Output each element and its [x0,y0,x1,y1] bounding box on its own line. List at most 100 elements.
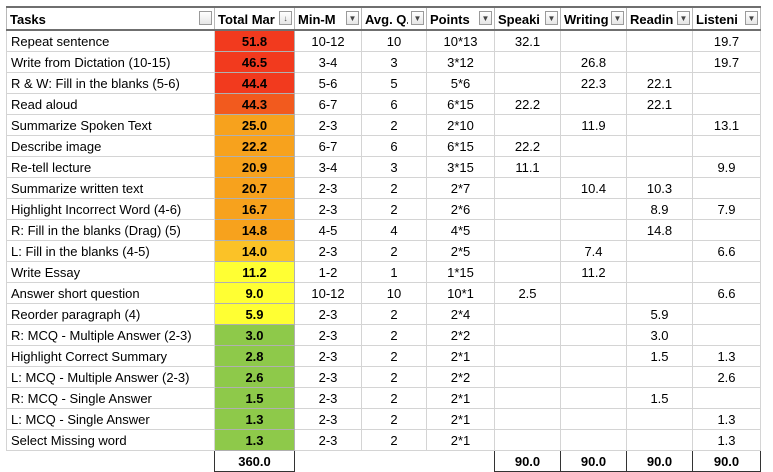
avg-cell[interactable]: 6 [361,135,427,157]
total-marks-cell[interactable]: 1.3 [214,429,295,451]
total-marks-cell[interactable]: 9.0 [214,282,295,304]
points-cell[interactable]: 2*2 [426,324,495,346]
listening-cell[interactable] [692,219,761,241]
task-name-cell[interactable]: Reorder paragraph (4) [6,303,215,325]
listening-cell[interactable] [692,324,761,346]
task-name-cell[interactable]: Summarize written text [6,177,215,199]
writing-cell[interactable]: 10.4 [560,177,627,199]
min-cell[interactable]: 5-6 [294,72,362,94]
total-marks-cell[interactable]: 25.0 [214,114,295,136]
avg-cell[interactable]: 2 [361,240,427,262]
writing-cell[interactable] [560,345,627,367]
writing-cell[interactable] [560,366,627,388]
points-cell[interactable]: 2*1 [426,408,495,430]
total-marks-cell[interactable]: 11.2 [214,261,295,283]
points-cell[interactable]: 10*1 [426,282,495,304]
speaking-cell[interactable] [494,324,561,346]
min-cell[interactable]: 2-3 [294,408,362,430]
avg-cell[interactable]: 2 [361,429,427,451]
writing-cell[interactable] [560,303,627,325]
listening-cell[interactable]: 7.9 [692,198,761,220]
task-name-cell[interactable]: Highlight Correct Summary [6,345,215,367]
writing-cell[interactable] [560,324,627,346]
avg-cell[interactable]: 2 [361,114,427,136]
avg-cell[interactable]: 6 [361,93,427,115]
points-cell[interactable]: 2*4 [426,303,495,325]
min-cell[interactable]: 1-2 [294,261,362,283]
total-marks-cell[interactable]: 5.9 [214,303,295,325]
writing-cell[interactable] [560,387,627,409]
task-name-cell[interactable]: Write Essay [6,261,215,283]
avg-cell[interactable]: 2 [361,198,427,220]
writing-cell[interactable] [560,156,627,178]
reading-cell[interactable]: 1.5 [626,387,693,409]
listening-cell[interactable]: 6.6 [692,240,761,262]
avg-cell[interactable]: 2 [361,408,427,430]
filter-dropdown-icon[interactable]: ▼ [611,11,624,25]
speaking-cell[interactable]: 22.2 [494,135,561,157]
avg-cell[interactable]: 10 [361,282,427,304]
min-cell[interactable]: 2-3 [294,177,362,199]
avg-cell[interactable]: 2 [361,303,427,325]
listening-cell[interactable] [692,93,761,115]
listening-total-cell[interactable]: 90.0 [692,450,761,472]
total-marks-cell[interactable]: 20.9 [214,156,295,178]
speaking-cell[interactable] [494,177,561,199]
listening-cell[interactable]: 2.6 [692,366,761,388]
listening-cell[interactable]: 19.7 [692,51,761,73]
reading-cell[interactable] [626,429,693,451]
total-marks-cell[interactable]: 44.3 [214,93,295,115]
task-name-cell[interactable]: L: MCQ - Multiple Answer (2-3) [6,366,215,388]
points-cell[interactable]: 3*12 [426,51,495,73]
reading-cell[interactable] [626,51,693,73]
speaking-cell[interactable] [494,387,561,409]
listening-cell[interactable]: 9.9 [692,156,761,178]
reading-cell[interactable]: 22.1 [626,93,693,115]
points-cell[interactable]: 2*1 [426,387,495,409]
speaking-cell[interactable] [494,114,561,136]
min-cell[interactable]: 2-3 [294,198,362,220]
min-cell[interactable]: 2-3 [294,429,362,451]
min-cell[interactable]: 3-4 [294,51,362,73]
points-cell[interactable]: 5*6 [426,72,495,94]
min-cell[interactable]: 6-7 [294,135,362,157]
listening-cell[interactable]: 1.3 [692,429,761,451]
speaking-total-cell[interactable]: 90.0 [494,450,561,472]
task-name-cell[interactable]: Summarize Spoken Text [6,114,215,136]
sort-descending-filter-icon[interactable]: ↓ [279,11,292,25]
speaking-cell[interactable] [494,219,561,241]
total-marks-cell[interactable]: 14.0 [214,240,295,262]
task-name-cell[interactable]: Repeat sentence [6,29,215,52]
filter-dropdown-icon[interactable] [199,11,212,25]
task-name-cell[interactable]: Write from Dictation (10-15) [6,51,215,73]
min-cell[interactable]: 2-3 [294,324,362,346]
points-cell[interactable]: 2*5 [426,240,495,262]
min-cell[interactable]: 2-3 [294,345,362,367]
reading-cell[interactable] [626,114,693,136]
speaking-cell[interactable]: 11.1 [494,156,561,178]
writing-cell[interactable] [560,429,627,451]
task-name-cell[interactable]: L: Fill in the blanks (4-5) [6,240,215,262]
speaking-cell[interactable] [494,51,561,73]
avg-cell[interactable]: 4 [361,219,427,241]
listening-cell[interactable]: 19.7 [692,29,761,52]
task-name-cell[interactable]: Describe image [6,135,215,157]
speaking-cell[interactable] [494,240,561,262]
task-name-cell[interactable]: R: MCQ - Multiple Answer (2-3) [6,324,215,346]
points-cell[interactable]: 6*15 [426,135,495,157]
speaking-cell[interactable] [494,198,561,220]
min-cell[interactable]: 2-3 [294,240,362,262]
total-marks-cell[interactable]: 51.8 [214,29,295,52]
reading-cell[interactable]: 3.0 [626,324,693,346]
speaking-cell[interactable] [494,261,561,283]
reading-cell[interactable] [626,156,693,178]
listening-cell[interactable]: 6.6 [692,282,761,304]
reading-cell[interactable]: 8.9 [626,198,693,220]
listening-cell[interactable] [692,261,761,283]
total-marks-cell[interactable]: 20.7 [214,177,295,199]
writing-cell[interactable]: 11.9 [560,114,627,136]
reading-cell[interactable] [626,366,693,388]
points-cell[interactable]: 2*10 [426,114,495,136]
listening-cell[interactable] [692,387,761,409]
listening-cell[interactable]: 13.1 [692,114,761,136]
